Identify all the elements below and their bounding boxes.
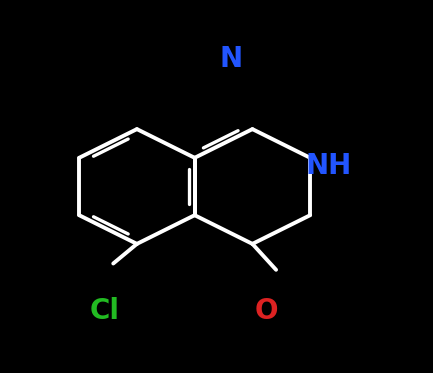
Text: NH: NH [305, 152, 352, 180]
Text: N: N [220, 45, 243, 73]
Text: O: O [254, 297, 278, 325]
Text: Cl: Cl [90, 297, 120, 325]
